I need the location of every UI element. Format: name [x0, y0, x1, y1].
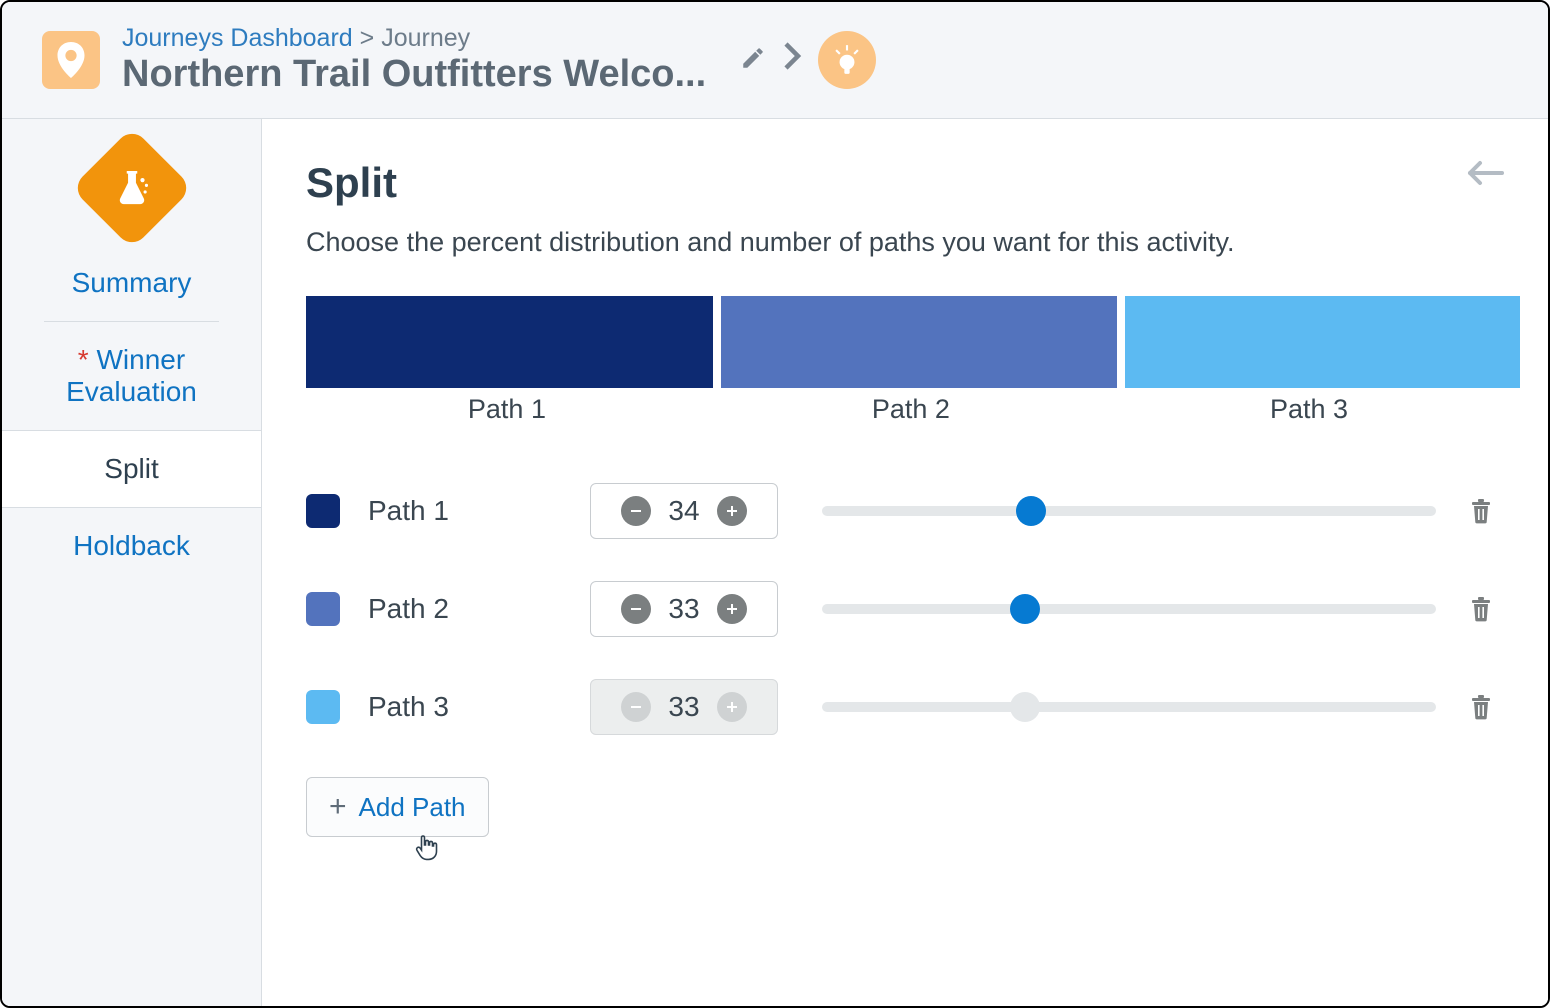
lightbulb-icon[interactable] [818, 31, 876, 89]
plus-icon: + [329, 790, 347, 824]
slider-track [822, 506, 1436, 516]
stepper-minus-icon[interactable] [621, 594, 651, 624]
add-path-label: Add Path [359, 792, 466, 823]
path-name-label: Path 2 [368, 593, 568, 625]
sidebar-item-split[interactable]: Split [2, 430, 261, 508]
sidebar-item-summary[interactable]: Summary [2, 245, 261, 321]
slider-thumb[interactable] [1016, 496, 1046, 526]
path-name-label: Path 1 [368, 495, 568, 527]
distribution-label: Path 2 [716, 394, 1106, 425]
flask-icon [71, 127, 193, 249]
stepper-plus-icon[interactable] [717, 496, 747, 526]
path-name-label: Path 3 [368, 691, 568, 723]
sidebar-item-holdback[interactable]: Holdback [2, 508, 261, 584]
path-color-swatch [306, 690, 340, 724]
path-value-stepper[interactable]: 34 [590, 483, 778, 539]
delete-path-icon[interactable] [1458, 694, 1504, 720]
path-row: Path 2 33 [306, 581, 1504, 637]
stepper-minus-icon [621, 692, 651, 722]
app-header: Journeys Dashboard > Journey Northern Tr… [2, 2, 1548, 119]
distribution-label: Path 1 [306, 394, 708, 425]
add-path-button[interactable]: + Add Path [306, 777, 489, 837]
main-panel: Split Choose the percent distribution an… [262, 119, 1548, 1006]
distribution-label: Path 3 [1114, 394, 1504, 425]
main-title: Split [306, 159, 397, 207]
path-slider[interactable] [822, 496, 1436, 526]
path-slider[interactable] [822, 594, 1436, 624]
slider-track [822, 604, 1436, 614]
distribution-segment [1125, 296, 1520, 388]
path-value: 33 [661, 593, 707, 625]
path-value: 33 [661, 691, 707, 723]
edit-icon[interactable] [740, 45, 766, 76]
distribution-segment [306, 296, 713, 388]
path-color-swatch [306, 494, 340, 528]
slider-track [822, 702, 1436, 712]
back-arrow-icon[interactable] [1464, 159, 1504, 192]
stepper-plus-icon [717, 692, 747, 722]
stepper-minus-icon[interactable] [621, 496, 651, 526]
location-badge-icon [42, 31, 100, 89]
path-row: Path 1 34 [306, 483, 1504, 539]
breadcrumb: Journeys Dashboard > Journey [122, 24, 706, 53]
slider-thumb[interactable] [1010, 594, 1040, 624]
stepper-plus-icon[interactable] [717, 594, 747, 624]
path-color-swatch [306, 592, 340, 626]
delete-path-icon[interactable] [1458, 596, 1504, 622]
breadcrumb-current: Journey [381, 24, 470, 52]
distribution-segment [721, 296, 1116, 388]
breadcrumb-dashboard-link[interactable]: Journeys Dashboard [122, 24, 353, 52]
path-value-stepper: 33 [590, 679, 778, 735]
path-slider [822, 692, 1436, 722]
path-value-stepper[interactable]: 33 [590, 581, 778, 637]
chevron-right-icon [782, 41, 802, 79]
sidebar-item-winner-evaluation[interactable]: Winner Evaluation [2, 322, 261, 430]
page-title: Northern Trail Outfitters Welco... [122, 53, 706, 96]
cursor-hand-icon [414, 833, 489, 866]
delete-path-icon[interactable] [1458, 498, 1504, 524]
sidebar: Summary Winner Evaluation Split Holdback [2, 119, 262, 1006]
path-value: 34 [661, 495, 707, 527]
distribution-visual: Path 1 Path 2 Path 3 [306, 296, 1504, 425]
slider-thumb [1010, 692, 1040, 722]
main-description: Choose the percent distribution and numb… [306, 227, 1504, 258]
path-row: Path 3 33 [306, 679, 1504, 735]
breadcrumb-sep: > [360, 24, 375, 52]
